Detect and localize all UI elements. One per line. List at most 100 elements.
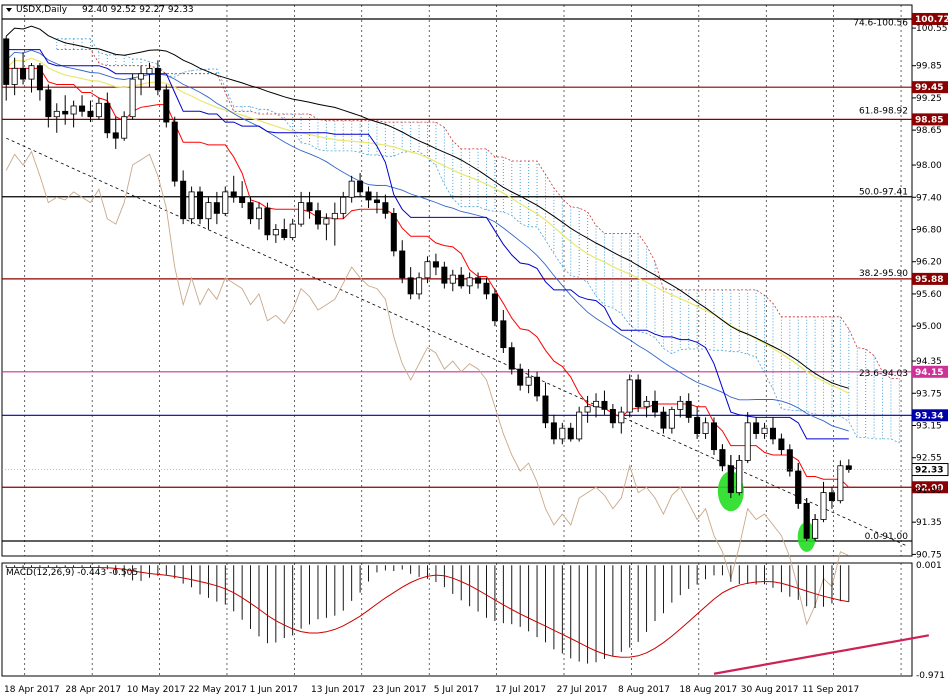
annotations: 92.33: [2, 444, 949, 552]
x-tick-label: 18 Apr 2017: [4, 685, 60, 695]
candle-body: [626, 379, 633, 413]
chikou-line: [5, 150, 849, 626]
candle-body: [685, 400, 692, 418]
candle-body: [407, 277, 414, 295]
candle-body: [643, 400, 650, 408]
candle-body: [104, 102, 111, 134]
y-tick-label: 90.75: [916, 550, 942, 560]
level-price-label: 92.00: [915, 483, 943, 493]
candle-body: [146, 67, 153, 75]
candle-body: [710, 422, 718, 451]
candle-body: [11, 67, 18, 85]
y-tick-label: 95.60: [916, 290, 942, 300]
y-tick-label: 91.35: [916, 518, 942, 528]
candle-body: [449, 274, 456, 284]
candle-body: [138, 73, 145, 80]
y-tick-label: 92.55: [916, 454, 942, 464]
level-price-box: [912, 81, 948, 94]
candle-body: [222, 191, 229, 214]
level-price-box: [912, 12, 948, 25]
candle-body: [559, 427, 566, 440]
candle-body: [247, 202, 254, 220]
candle-body: [567, 427, 574, 440]
x-tick-label: 30 Aug 2017: [741, 685, 799, 695]
candle-body: [205, 202, 212, 220]
tenkan-line: [6, 67, 850, 488]
y-tick-label: 94.35: [916, 357, 942, 367]
candle-body: [163, 89, 170, 123]
candle-body: [340, 196, 347, 214]
x-tick-label: 18 Aug 2017: [679, 685, 737, 695]
candle-body: [475, 277, 482, 284]
fib-label: 38.2-95.90: [859, 269, 908, 279]
level-price-label: 99.45: [915, 83, 943, 93]
candle-body-over: [812, 519, 819, 539]
ichimoku-cloud: [56, 38, 900, 444]
macd-signal-line: [6, 567, 849, 658]
x-tick-label: 27 Jul 2017: [557, 685, 608, 695]
y-tick-label: 95.00: [916, 322, 942, 332]
candle-body: [264, 207, 271, 236]
y-tick-label: 96.20: [916, 258, 942, 268]
candle-body: [550, 422, 557, 440]
candle-body: [331, 212, 338, 220]
candle-body: [45, 89, 52, 118]
candle-body-over: [795, 470, 802, 504]
candle-body: [753, 422, 760, 434]
candle-body: [424, 261, 431, 279]
candle-body: [373, 199, 380, 204]
candle-body: [298, 202, 305, 225]
candle-body: [95, 102, 102, 118]
x-tick-label: 8 Aug 2017: [618, 685, 670, 695]
ohlc-label: 92.40 92.52 92.27 92.33: [82, 5, 194, 15]
candle-body: [213, 202, 220, 214]
x-tick-label: 17 Jul 2017: [495, 685, 546, 695]
y-tick-label: 99.85: [916, 62, 942, 72]
candle-body: [837, 465, 844, 502]
level-price-label: 94.15: [915, 368, 943, 378]
horizontal-levels: 74.6-100.56 100.72 99.45 61.8-98.92 98.85 50.…: [2, 12, 950, 542]
y-tick-label: 99.25: [916, 94, 942, 104]
candle-body: [609, 408, 616, 424]
candle-body: [677, 400, 684, 410]
candle-body-over: [727, 465, 734, 494]
candle-body: [845, 465, 852, 470]
y-tick-label: 97.40: [916, 193, 942, 203]
candle-body: [348, 180, 355, 198]
candle-body: [154, 67, 161, 91]
candle-body: [255, 207, 263, 220]
candle-body: [306, 202, 313, 212]
candle-body: [87, 110, 94, 118]
x-tick-label: 5 Jul 2017: [434, 685, 479, 695]
candle-body: [786, 449, 793, 472]
candle-body: [432, 261, 439, 268]
candle-body: [28, 65, 35, 80]
candle-body: [517, 368, 524, 386]
candle-body: [584, 406, 591, 413]
candle-body: [441, 266, 448, 284]
level-price-box: [912, 113, 948, 126]
macd-trendline: [713, 634, 930, 675]
current-price-box: [911, 463, 949, 477]
candle-body: [618, 411, 625, 424]
candle-body: [651, 400, 659, 413]
candle-body: [239, 196, 246, 204]
candle-body: [534, 376, 541, 397]
candle-body: [702, 422, 709, 434]
candle-body: [491, 293, 498, 322]
candle-body: [281, 229, 288, 238]
level-price-box: [912, 365, 948, 378]
candle-body: [129, 78, 136, 118]
dashed-trendline: [6, 137, 908, 547]
level-price-box: [912, 409, 948, 422]
dropdown-arrow-icon[interactable]: [6, 8, 12, 12]
x-tick-label: 28 Apr 2017: [65, 685, 121, 695]
level-price-box: [912, 272, 948, 285]
candle-body-over: [719, 449, 726, 467]
candle-body: [635, 379, 642, 408]
candle-body: [112, 132, 119, 139]
candle-body: [458, 274, 465, 287]
y-tick-label: 93.75: [916, 389, 942, 399]
ma-black-line: [5, 25, 849, 389]
x-tick-label: 11 Sep 2017: [802, 685, 859, 695]
